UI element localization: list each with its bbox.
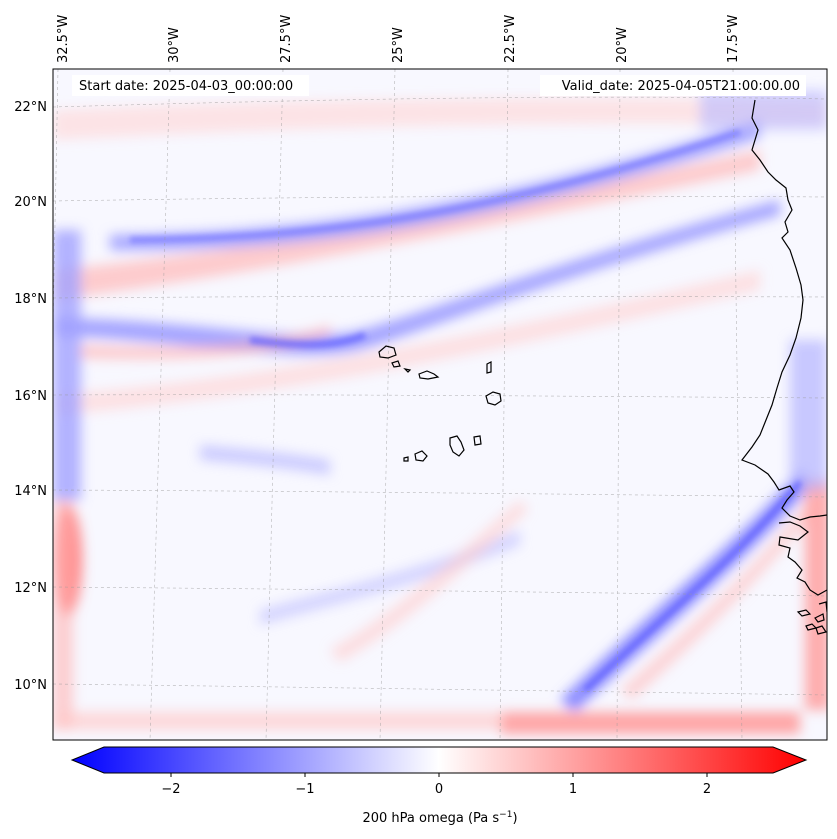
senegal-gambia-coast (778, 521, 827, 596)
cape-verde-islands (378, 345, 502, 462)
omega-blue-band-2 (53, 200, 780, 355)
lat-label-20n: 20°N (14, 195, 47, 210)
island-sao-nicolau (418, 370, 440, 380)
lon-label-32-5w: 32.5°W (56, 15, 71, 63)
island-fogo (414, 450, 428, 462)
gridline-lon-30w (149, 69, 171, 740)
colorbar: −2 −1 0 1 2 200 hPa omega (Pa s−1) (70, 746, 808, 826)
lat-label-14n: 14°N (14, 484, 47, 499)
omega-red-band-2 (53, 270, 760, 415)
omega-blue-southwest (260, 530, 520, 625)
island-sal (486, 361, 492, 374)
island-brava (403, 456, 409, 462)
colorbar-ticklabel-0: 0 (435, 782, 443, 797)
island-santa-luzia (403, 368, 412, 373)
omega-red-diagonal (620, 505, 812, 700)
colorbar-title-close: ) (512, 811, 517, 826)
start-date-box (72, 75, 309, 96)
island-maio (473, 435, 482, 446)
omega-blue-diagonal-core (582, 480, 803, 693)
omega-blue-western-edge (53, 230, 81, 500)
valid-date-text: Valid_date: 2025-04-05T21:00:00.00 (562, 79, 800, 94)
coastlines (741, 99, 827, 635)
lat-label-12n: 12°N (14, 581, 47, 596)
gridline-lon-20w (616, 69, 621, 740)
colorbar-title-sup: −1 (499, 810, 512, 820)
lon-label-17-5w: 17.5°W (726, 15, 741, 63)
longitude-labels: 32.5°W 30°W 27.5°W 25°W 22.5°W 20°W 17.5… (56, 15, 741, 63)
omega-blue-band-2-core (249, 331, 367, 349)
latitude-labels: 22°N 20°N 18°N 16°N 14°N 12°N 10°N (14, 100, 47, 693)
lat-label-18n: 18°N (14, 292, 47, 307)
omega-red-southwest (330, 500, 528, 662)
omega-faint-red-north (53, 98, 827, 140)
gridline-lon-17-5w (732, 69, 743, 740)
island-santiago (449, 435, 465, 457)
omega-red-southern-strip (53, 712, 503, 730)
guinea-bissau-islands (796, 609, 827, 635)
lon-label-25w: 25°W (391, 27, 406, 63)
start-date-text: Start date: 2025-04-03_00:00:00 (79, 79, 293, 94)
lon-label-30w: 30°W (167, 27, 182, 63)
colorbar-title-main: 200 hPa omega (Pa s (362, 811, 499, 826)
valid-date-box (540, 75, 806, 96)
gridline-lon-22-5w (499, 69, 509, 740)
island-santo-antao (378, 345, 397, 359)
omega-red-western-strip (53, 500, 73, 730)
lat-label-16n: 16°N (14, 389, 47, 404)
island-sao-vicente (391, 360, 401, 368)
omega-red-southern-edge (500, 712, 800, 734)
colorbar-body (70, 746, 808, 774)
omega-field (53, 90, 827, 734)
lon-label-27-5w: 27.5°W (279, 15, 294, 63)
omega-red-eastern-edge (805, 480, 827, 710)
map-border (52, 68, 828, 741)
gridline-lon-25w (379, 69, 396, 740)
island-boa-vista (485, 391, 502, 406)
omega-blue-northeast (700, 90, 827, 130)
colorbar-ticklabel-m2: −2 (161, 782, 180, 797)
lon-label-22-5w: 22.5°W (503, 15, 518, 63)
africa-coastline (741, 99, 827, 521)
colorbar-title: 200 hPa omega (Pa s−1) (362, 810, 517, 826)
omega-blue-eastern-edge (790, 340, 827, 490)
lon-label-20w: 20°W (615, 27, 630, 63)
omega-blue-patch-central (200, 445, 330, 475)
colorbar-ticklabel-m1: −1 (295, 782, 314, 797)
omega-blue-band-1-core (129, 129, 741, 243)
gridline-lon-27-5w (265, 69, 284, 740)
colorbar-ticklabel-1: 1 (569, 782, 577, 797)
omega-red-band-3 (80, 325, 330, 360)
colorbar-ticklabel-2: 2 (703, 782, 711, 797)
lat-label-22n: 22°N (14, 100, 47, 115)
lat-label-10n: 10°N (14, 678, 47, 693)
gridlines (53, 69, 827, 740)
